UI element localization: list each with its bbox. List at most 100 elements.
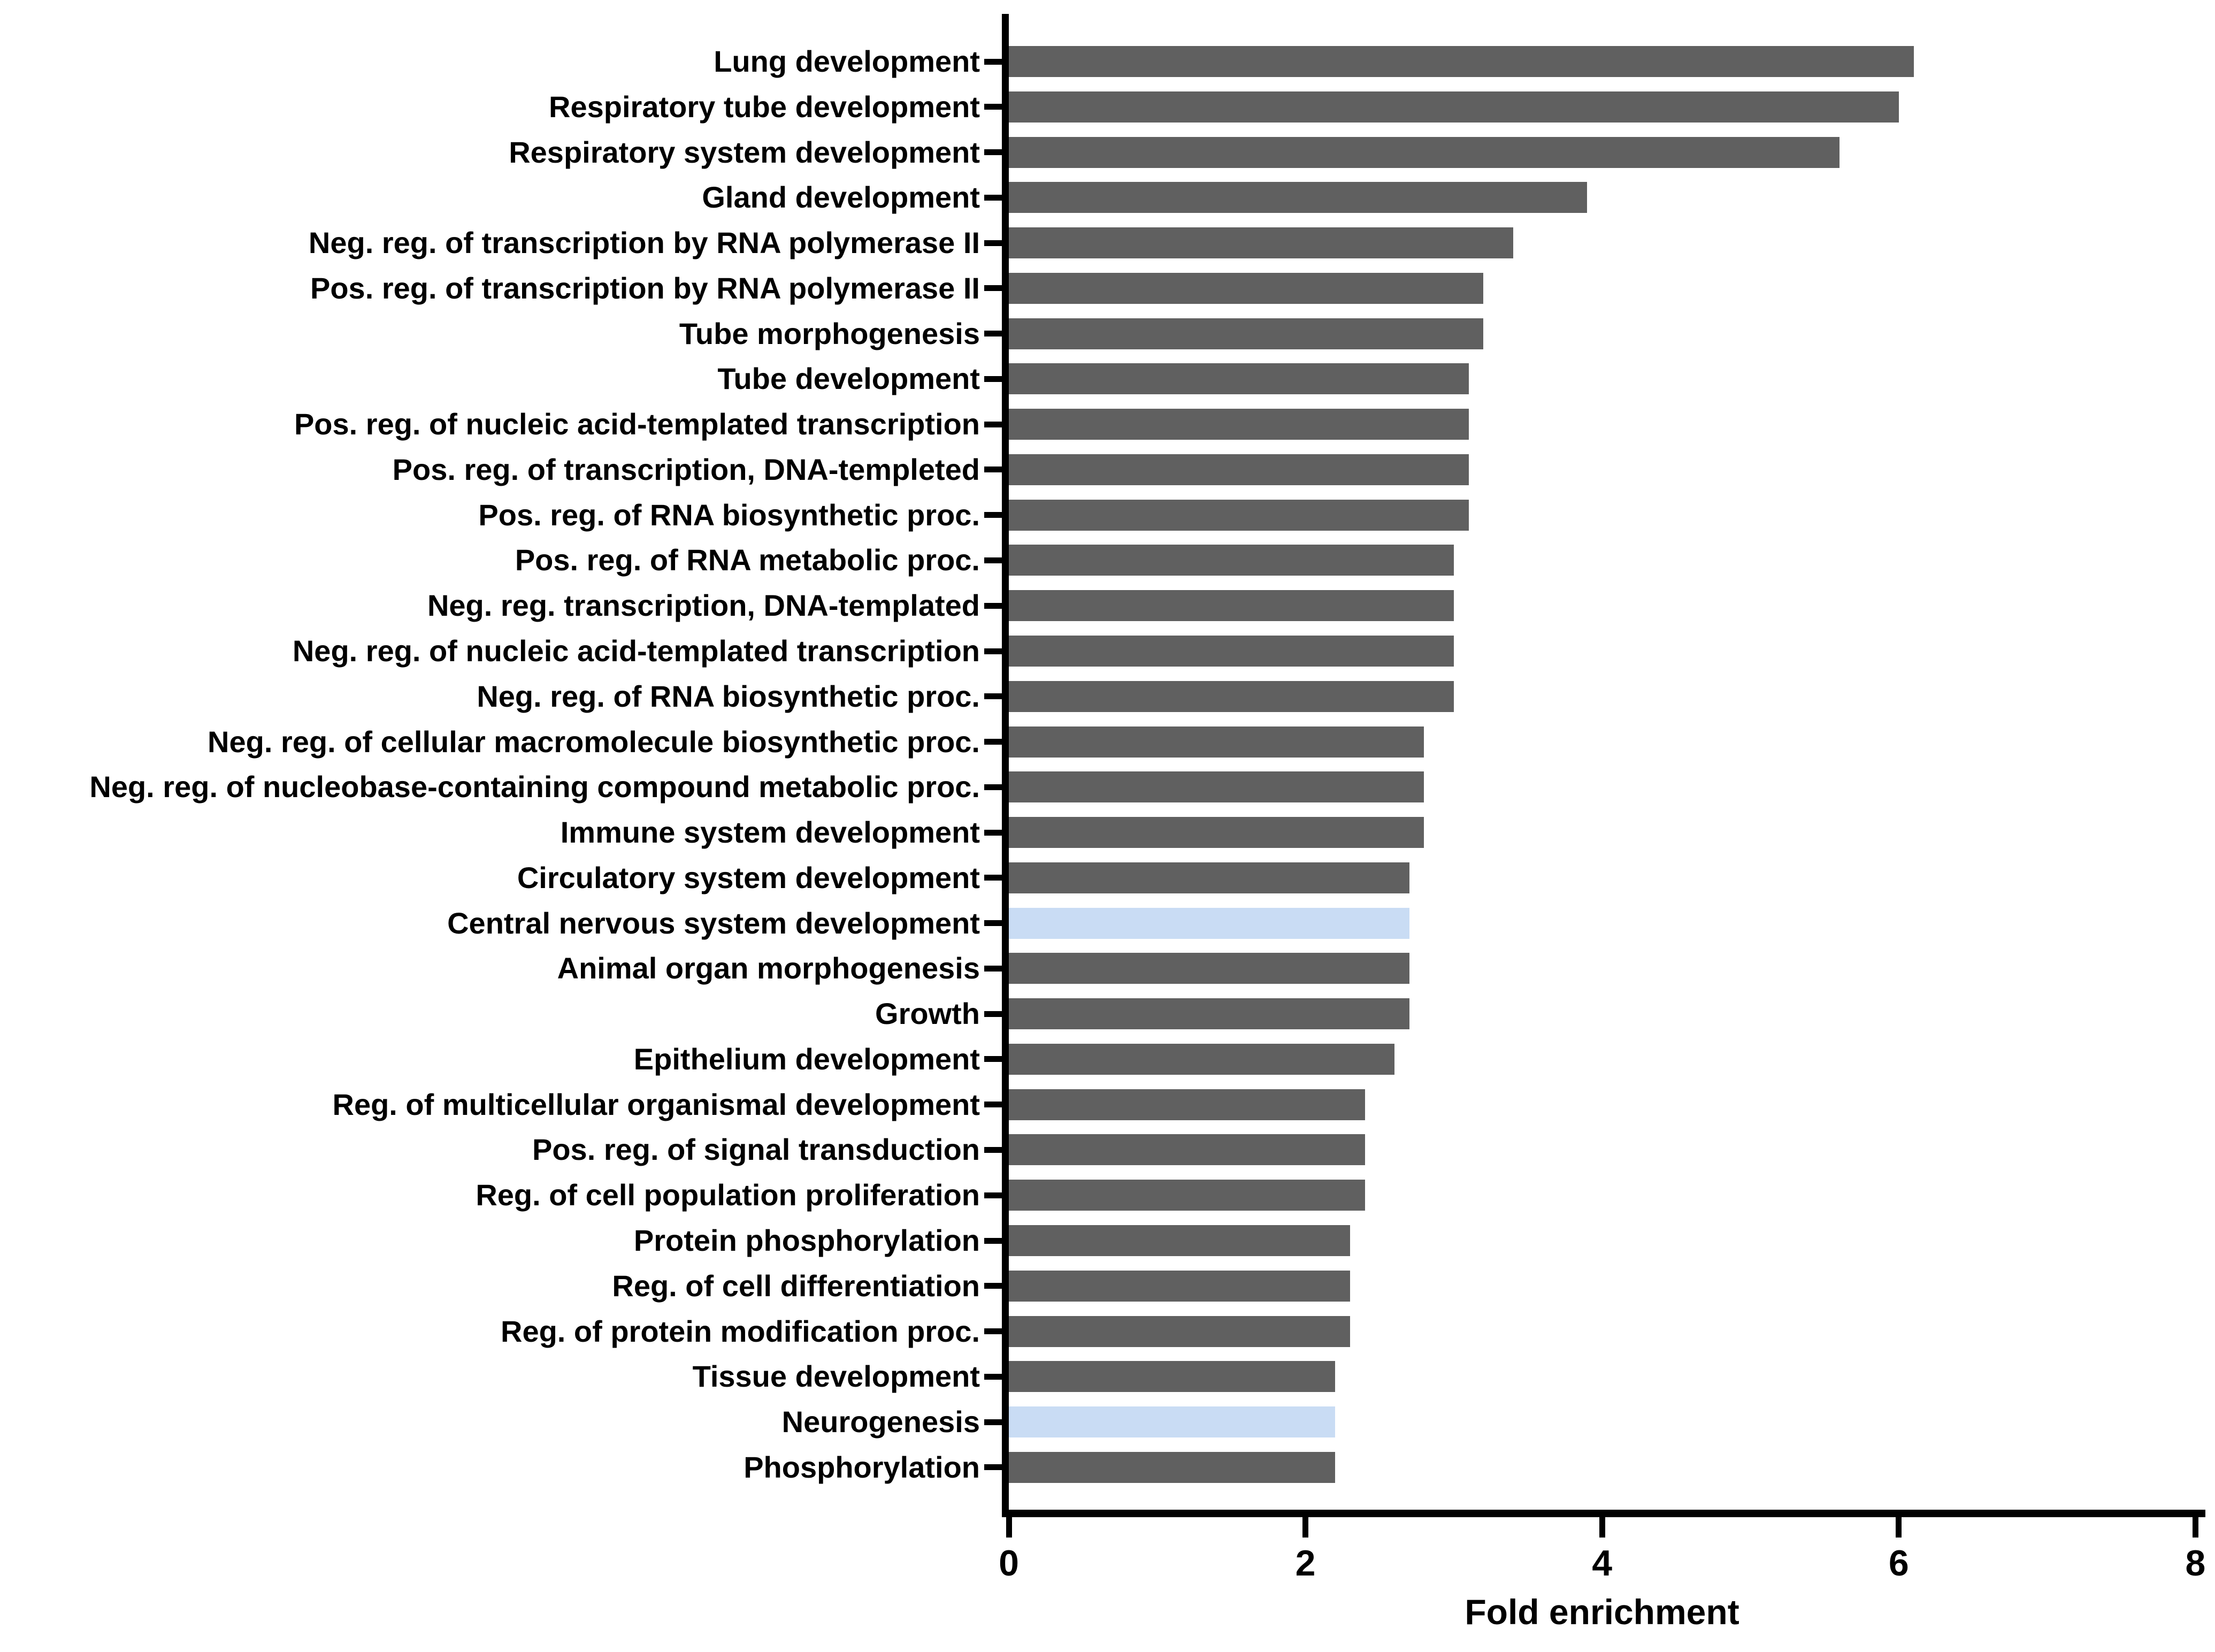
bar — [1009, 363, 1469, 395]
category-label: Respiratory tube development — [549, 89, 980, 124]
category-tick — [984, 784, 1002, 790]
category-label: Neg. reg. of nucleobase-containing compo… — [89, 770, 980, 804]
category-tick — [984, 466, 1002, 473]
category-label: Pos. reg. of RNA biosynthetic proc. — [478, 498, 980, 532]
category-label: Neg. reg. of transcription by RNA polyme… — [308, 226, 980, 260]
x-axis-tick-label: 8 — [2185, 1543, 2206, 1584]
category-tick — [984, 1011, 1002, 1017]
bar — [1009, 998, 1409, 1030]
category-label: Reg. of protein modification proc. — [501, 1314, 980, 1348]
x-axis-tick — [2192, 1517, 2198, 1538]
bar — [1009, 1361, 1336, 1393]
bar — [1009, 1180, 1365, 1211]
bar — [1009, 227, 1513, 259]
category-label: Phosphorylation — [744, 1450, 980, 1484]
category-tick — [984, 421, 1002, 427]
bar — [1009, 454, 1469, 485]
category-label: Immune system development — [560, 815, 980, 850]
category-label: Neg. reg. of cellular macromolecule bios… — [208, 724, 980, 759]
category-label: Epithelium development — [633, 1042, 980, 1076]
category-label: Protein phosphorylation — [633, 1223, 980, 1258]
category-tick — [984, 58, 1002, 65]
bar — [1009, 272, 1484, 304]
category-tick — [984, 194, 1002, 201]
bar — [1009, 182, 1588, 213]
category-tick — [984, 1283, 1002, 1289]
x-axis-tick-label: 4 — [1592, 1543, 1613, 1584]
bar — [1009, 817, 1424, 848]
y-axis-line — [1002, 14, 1009, 1517]
category-label: Tissue development — [692, 1359, 980, 1394]
bar — [1009, 680, 1454, 712]
bar — [1009, 1406, 1336, 1438]
bar — [1009, 1134, 1365, 1166]
bar — [1009, 136, 1840, 168]
category-tick — [984, 965, 1002, 972]
bar — [1009, 545, 1454, 576]
category-label: Tube development — [717, 362, 980, 396]
bar — [1009, 636, 1454, 667]
category-tick — [984, 285, 1002, 292]
category-label: Pos. reg. of transcription by RNA polyme… — [310, 271, 980, 305]
x-axis-line — [1002, 1510, 2205, 1517]
x-axis-tick — [1302, 1517, 1309, 1538]
bar — [1009, 907, 1409, 939]
bar — [1009, 953, 1409, 984]
category-tick — [984, 1464, 1002, 1471]
bar — [1009, 771, 1424, 803]
category-label: Neg. reg. transcription, DNA-templated — [427, 588, 980, 623]
category-tick — [984, 648, 1002, 654]
bar — [1009, 590, 1454, 622]
bar — [1009, 862, 1409, 893]
bar — [1009, 1089, 1365, 1120]
x-axis-tick — [1896, 1517, 1902, 1538]
category-tick — [984, 1102, 1002, 1108]
x-axis-tick — [1599, 1517, 1605, 1538]
category-label: Lung development — [714, 44, 980, 78]
category-label: Respiratory system development — [509, 135, 980, 169]
category-label: Pos. reg. of transcription, DNA-templete… — [392, 452, 980, 486]
category-tick — [984, 1192, 1002, 1198]
category-tick — [984, 149, 1002, 156]
category-tick — [984, 1237, 1002, 1244]
bar — [1009, 1043, 1394, 1075]
category-label: Pos. reg. of nucleic acid-templated tran… — [294, 407, 980, 441]
category-tick — [984, 557, 1002, 563]
x-axis-tick-label: 0 — [999, 1543, 1019, 1584]
category-tick — [984, 331, 1002, 337]
category-label: Reg. of cell population proliferation — [476, 1178, 980, 1212]
category-tick — [984, 1373, 1002, 1380]
category-tick — [984, 920, 1002, 927]
bar — [1009, 409, 1469, 440]
x-axis-tick-label: 6 — [1888, 1543, 1909, 1584]
category-label: Tube morphogenesis — [679, 316, 980, 350]
category-label: Growth — [875, 997, 980, 1031]
x-axis-title: Fold enrichment — [1465, 1592, 1739, 1632]
category-label: Reg. of multicellular organismal develop… — [332, 1087, 980, 1121]
category-tick — [984, 1056, 1002, 1062]
category-label: Animal organ morphogenesis — [557, 951, 980, 985]
category-tick — [984, 693, 1002, 700]
bar — [1009, 726, 1424, 758]
category-tick — [984, 512, 1002, 518]
category-label: Neurogenesis — [781, 1405, 980, 1439]
category-tick — [984, 1146, 1002, 1153]
category-label: Neg. reg. of nucleic acid-templated tran… — [292, 634, 980, 668]
bar — [1009, 499, 1469, 531]
category-tick — [984, 240, 1002, 246]
bar — [1009, 46, 1914, 77]
category-tick — [984, 1419, 1002, 1425]
category-tick — [984, 1328, 1002, 1335]
category-label: Central nervous system development — [447, 906, 980, 940]
bar — [1009, 1451, 1336, 1483]
category-tick — [984, 739, 1002, 745]
category-tick — [984, 376, 1002, 382]
category-tick — [984, 829, 1002, 836]
x-axis-tick-label: 2 — [1295, 1543, 1316, 1584]
x-axis-tick — [1006, 1517, 1012, 1538]
bar — [1009, 1225, 1350, 1257]
bar — [1009, 91, 1899, 123]
category-tick — [984, 602, 1002, 609]
category-tick — [984, 875, 1002, 881]
bar — [1009, 1270, 1350, 1302]
